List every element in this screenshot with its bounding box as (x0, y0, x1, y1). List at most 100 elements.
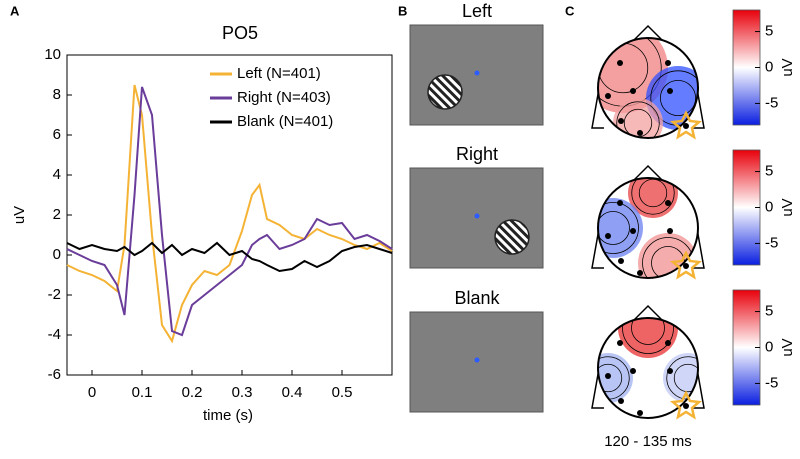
x-tick-label: 0 (88, 384, 96, 401)
electrode (665, 60, 671, 66)
topo-map (591, 24, 705, 140)
electrode (605, 373, 611, 379)
electrode (630, 228, 636, 234)
electrode (618, 398, 624, 404)
contour (638, 178, 668, 208)
electrode (667, 88, 673, 94)
series-line (66, 86, 393, 337)
y-tick-label: 8 (53, 86, 61, 103)
x-tick-label: 0.1 (132, 384, 153, 401)
y-tick-label: -6 (48, 366, 61, 383)
head-nose (633, 304, 663, 321)
y-tick-label: -4 (48, 326, 61, 343)
head-outline (597, 177, 699, 279)
y-tick-label: -2 (48, 286, 61, 303)
legend-label: Right (N=403) (237, 89, 331, 106)
grating (427, 74, 463, 110)
caption: 120 - 135 ms (604, 433, 692, 450)
series-line (66, 241, 393, 273)
contour (616, 101, 660, 138)
electrode (667, 368, 673, 374)
contour (659, 79, 697, 117)
x-tick-label: 0.5 (332, 384, 353, 401)
contour (631, 318, 665, 345)
panel-label: B (398, 3, 407, 18)
electrode (617, 340, 623, 346)
stimulus-label: Blank (454, 288, 500, 308)
electrode (637, 410, 643, 416)
topo-blob (618, 318, 678, 358)
colorbar-tick-label: -5 (765, 374, 778, 391)
contour (598, 211, 630, 245)
x-tick-label: 0.4 (282, 384, 303, 401)
colorbar-tick-label: -5 (765, 94, 778, 111)
y-tick-label: 2 (53, 206, 61, 223)
colorbar-tick-label: 5 (765, 303, 773, 320)
y-tick-label: 10 (44, 46, 61, 63)
electrode (605, 93, 611, 99)
x-axis-label: time (s) (203, 407, 253, 424)
topo-blob (638, 233, 698, 278)
colorbar-label: uV (779, 58, 796, 76)
electrode (637, 270, 643, 276)
head-nose (633, 24, 663, 41)
star (670, 110, 702, 140)
star (670, 390, 702, 420)
stimulus-label: Left (462, 1, 492, 21)
stimulus-label: Right (456, 144, 498, 164)
fixation-dot (474, 357, 480, 363)
electrode (683, 263, 689, 269)
electrode (630, 368, 636, 374)
electrode (605, 233, 611, 239)
y-tick-label: 6 (53, 126, 61, 143)
x-tick-label: 0.2 (182, 384, 203, 401)
electrode (667, 228, 673, 234)
colorbar-tick-label: 0 (765, 198, 773, 215)
electrode (618, 258, 624, 264)
contour (598, 202, 639, 254)
colorbar-tick-label: -5 (765, 234, 778, 251)
legend-label: Left (N=401) (237, 65, 321, 82)
topo-blob (598, 198, 643, 258)
legend-label: Blank (N=401) (237, 113, 333, 130)
colorbar-tick-label: 5 (765, 163, 773, 180)
x-tick-label: 0.3 (232, 384, 253, 401)
star (670, 250, 702, 280)
panel-label: A (10, 3, 20, 18)
grating (494, 219, 530, 255)
colorbar-tick-label: 0 (765, 58, 773, 75)
electrode (617, 60, 623, 66)
contour (598, 363, 623, 393)
electrode (617, 200, 623, 206)
topo-map (591, 304, 705, 420)
colorbar-tick-label: 0 (765, 338, 773, 355)
head-outline (597, 37, 699, 139)
topo-map (591, 164, 705, 280)
topo-fill (598, 178, 698, 278)
electrode (683, 123, 689, 129)
fixation-dot (474, 213, 480, 219)
y-axis-label: uV (11, 206, 28, 224)
contour (673, 363, 698, 393)
y-tick-label: 4 (53, 166, 61, 183)
head-nose (633, 164, 663, 181)
plot-frame (66, 54, 393, 376)
topo-blob (663, 353, 698, 403)
electrode (665, 200, 671, 206)
fixation-dot (474, 70, 480, 76)
y-tick-label: 0 (53, 246, 61, 263)
electrode (665, 340, 671, 346)
colorbar-label: uV (779, 338, 796, 356)
series-line (66, 84, 393, 344)
panel-label: C (565, 3, 575, 18)
contour (631, 178, 675, 215)
electrode (618, 118, 624, 124)
contour (622, 318, 674, 354)
head-outline (597, 317, 699, 419)
colorbar-label: uV (779, 198, 796, 216)
electrode (630, 88, 636, 94)
colorbar-tick-label: 5 (765, 23, 773, 40)
chart-title: PO5 (222, 23, 258, 43)
electrode (637, 130, 643, 136)
